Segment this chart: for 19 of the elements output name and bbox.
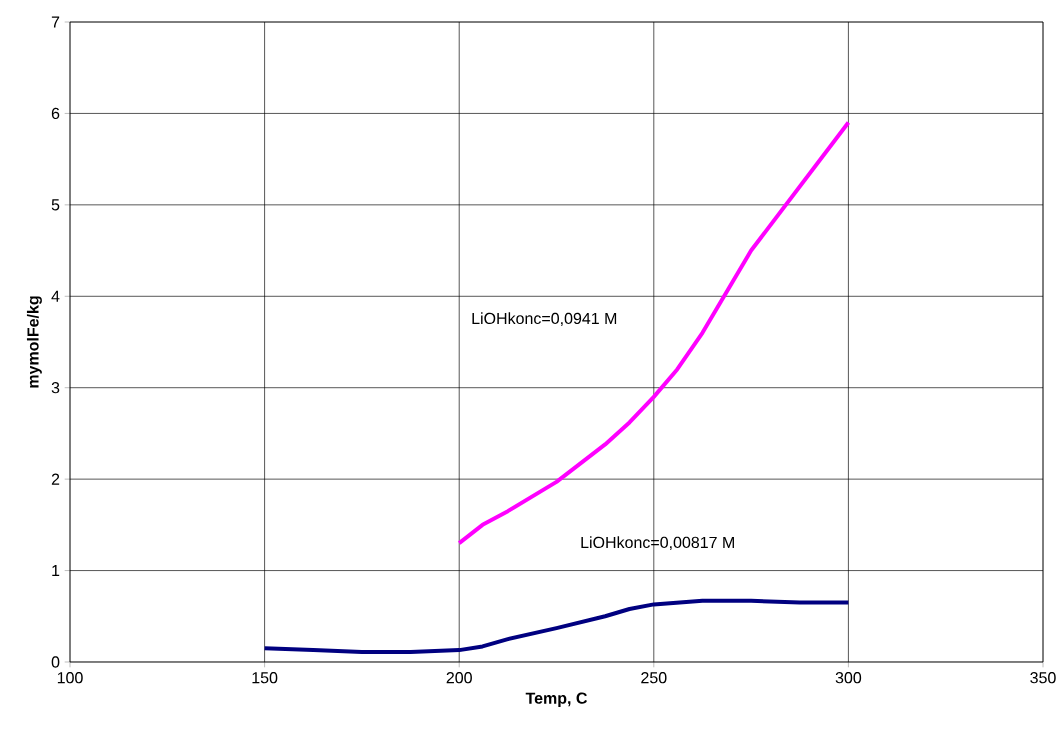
x-tick-label: 250 (641, 672, 667, 684)
x-axis-title: Temp, C (525, 692, 588, 708)
annotation: LiOHkonc=0,0941 M (472, 312, 617, 326)
y-tick-label: 3 (51, 382, 60, 394)
x-tick-label: 150 (252, 672, 278, 684)
y-axis-title: mymolFe/kg (26, 296, 42, 388)
line-series (262, 598, 851, 654)
y-tick-label: 1 (52, 565, 60, 577)
x-tick-label: 300 (835, 672, 862, 684)
y-tick-label: 5 (51, 199, 60, 211)
x-tick-label: 100 (57, 672, 83, 684)
y-tick-label: 2 (51, 473, 60, 485)
y-tick-label: 7 (51, 16, 60, 28)
y-tick-label: 6 (51, 107, 60, 120)
y-tick-label: 4 (51, 290, 60, 302)
x-tick-label: 350 (1030, 672, 1056, 684)
y-tick-label: 0 (51, 656, 60, 668)
x-tick-label: 200 (446, 672, 472, 684)
annotation: LiOHkonc=0,00817 M (581, 536, 734, 550)
